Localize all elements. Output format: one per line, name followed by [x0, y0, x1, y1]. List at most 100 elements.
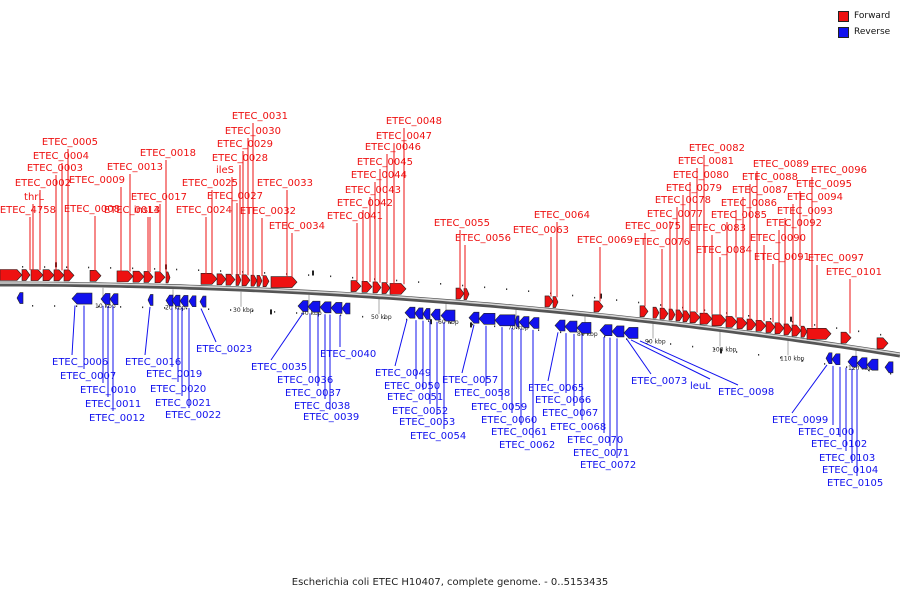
reverse-gene-label: ETEC_0067 — [542, 408, 598, 419]
axis-tick-label: 80 kbp — [577, 331, 598, 338]
reverse-gene-arrow — [528, 317, 540, 329]
track-dot — [758, 354, 760, 356]
forward-gene-arrow — [783, 323, 793, 336]
forward-gene-arrow — [806, 327, 832, 340]
reverse-gene-label: ETEC_0012 — [89, 413, 145, 424]
legend-item-forward: Forward — [838, 9, 890, 23]
forward-gene-label: ETEC_0005 — [42, 137, 98, 148]
track-dot — [330, 275, 332, 278]
reverse-gene-arrow — [171, 294, 181, 307]
reverse-gene-label: ETEC_0016 — [125, 357, 181, 368]
reverse-gene-arrow — [422, 308, 431, 320]
track-dot — [868, 369, 870, 372]
reverse-gene-label: leuL — [690, 381, 711, 392]
reverse-swatch — [838, 26, 849, 38]
forward-gene-arrow — [154, 271, 166, 284]
reverse-gene-label: ETEC_0035 — [251, 362, 307, 373]
reverse-gene-arrow — [414, 307, 424, 320]
track-dot — [582, 333, 584, 336]
forward-gene-label: ETEC_0009 — [69, 175, 125, 186]
reverse-gene-label: ETEC_0062 — [499, 440, 555, 451]
forward-gene-arrow — [668, 308, 676, 321]
forward-gene-label: ETEC_0063 — [513, 225, 569, 236]
track-dot — [264, 272, 266, 274]
forward-gene-label: ETEC_0041 — [327, 211, 383, 222]
track-dot — [142, 306, 144, 309]
forward-gene-arrow — [593, 300, 604, 313]
legend-label-forward: Forward — [854, 11, 891, 21]
axis-tick-label: 50 kbp — [371, 314, 392, 321]
reverse-gene-arrow — [494, 314, 516, 327]
track-dot — [616, 299, 618, 301]
reverse-gene-label: ETEC_0054 — [410, 431, 466, 442]
reverse-gene-label: ETEC_0061 — [491, 427, 547, 438]
track-dot — [660, 304, 662, 306]
reverse-gene-arrow — [307, 300, 321, 313]
forward-gene-label: ETEC_0085 — [711, 210, 767, 221]
track-dot — [626, 338, 628, 340]
track-dot — [714, 348, 716, 350]
forward-gene-label: ETEC_0046 — [365, 142, 421, 153]
track-dot — [692, 345, 694, 348]
track-dot — [220, 270, 222, 272]
track-dot — [472, 323, 474, 326]
reverse-leader-line — [626, 339, 652, 375]
track-dot — [516, 327, 518, 329]
forward-gene-label: insL3 — [134, 205, 160, 216]
reverse-gene-arrow — [825, 352, 833, 365]
track-mark — [790, 316, 792, 322]
forward-gene-label: ETEC_0097 — [808, 253, 864, 264]
reverse-gene-label: ETEC_0021 — [155, 398, 211, 409]
track-mark — [430, 319, 432, 325]
forward-gene-arrow — [800, 325, 808, 338]
track-dot — [638, 301, 640, 304]
track-dot — [780, 357, 782, 359]
forward-gene-arrow — [840, 331, 852, 344]
track-dot — [538, 329, 540, 331]
forward-gene-arrow — [765, 321, 776, 333]
track-mark — [720, 348, 722, 354]
reverse-gene-label: ETEC_0050 — [384, 381, 440, 392]
forward-gene-arrow — [116, 270, 134, 283]
reverse-gene-arrow — [831, 353, 841, 366]
reverse-gene-arrow — [599, 324, 613, 336]
reverse-gene-label: ETEC_0022 — [165, 410, 221, 421]
forward-gene-label: ETEC_0055 — [434, 218, 490, 229]
forward-gene-label: ETEC_0091 — [754, 252, 810, 263]
forward-gene-arrow — [689, 311, 701, 324]
reverse-gene-arrow — [16, 292, 24, 304]
track-dot — [66, 266, 68, 268]
track-dot — [670, 343, 672, 345]
reverse-gene-label: ETEC_0068 — [550, 422, 606, 433]
forward-gene-arrow — [241, 274, 251, 287]
track-dot — [396, 279, 398, 282]
reverse-gene-arrow — [165, 294, 174, 307]
track-dot — [648, 340, 650, 343]
forward-gene-arrow — [876, 337, 889, 350]
reverse-gene-arrow — [514, 315, 520, 328]
reverse-gene-arrow — [199, 295, 207, 308]
axis-tick-label: 60 kbp — [438, 319, 459, 326]
reverse-gene-arrow — [297, 300, 309, 312]
forward-gene-label: ETEC_0076 — [634, 237, 690, 248]
genome-caption: Escherichia coli ETEC H10407, complete g… — [291, 577, 609, 588]
track-dot — [186, 307, 188, 310]
forward-gene-arrow — [270, 276, 298, 288]
forward-gene-label: ETEC_0093 — [777, 206, 833, 217]
forward-gene-label: ETEC_0045 — [357, 157, 413, 168]
reverse-gene-label: ETEC_0052 — [392, 406, 448, 417]
reverse-gene-label: ETEC_0049 — [375, 368, 431, 379]
reverse-gene-label: ETEC_0051 — [387, 392, 443, 403]
reverse-gene-label: ETEC_0065 — [528, 383, 584, 394]
reverse-gene-label: ETEC_0059 — [471, 402, 527, 413]
forward-swatch — [838, 10, 849, 22]
forward-gene-label: ETEC_0043 — [345, 185, 401, 196]
reverse-gene-label: ETEC_0020 — [150, 384, 206, 395]
forward-gene-label: ETEC_0032 — [240, 206, 296, 217]
forward-gene-label: ETEC_0033 — [257, 178, 313, 189]
reverse-gene-label: ETEC_0104 — [822, 465, 878, 476]
forward-gene-label: ETEC_0048 — [386, 116, 442, 127]
forward-gene-label: ileS — [216, 165, 234, 176]
reverse-leader-line — [71, 305, 76, 356]
